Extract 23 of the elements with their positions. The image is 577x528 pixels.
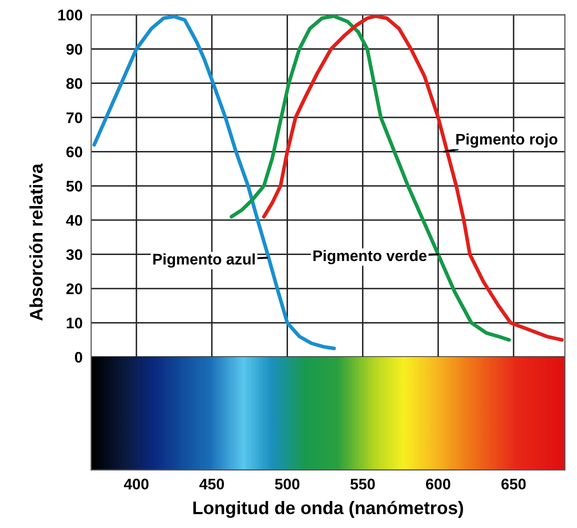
y-tick-label: 30 xyxy=(66,249,82,260)
y-tick-label: 0 xyxy=(74,352,82,363)
annotation: Pigmento verde xyxy=(313,250,427,264)
x-tick-label: 600 xyxy=(426,478,450,490)
x-tick-label: 650 xyxy=(501,478,526,490)
y-tick-label: 40 xyxy=(66,214,82,226)
y-tick-label: 20 xyxy=(66,283,82,294)
y-tick-label: 10 xyxy=(66,318,82,328)
x-tick-label: 550 xyxy=(350,478,375,490)
x-tick-label: 450 xyxy=(199,478,224,490)
y-tick-label: 90 xyxy=(66,44,82,55)
y-tick-label: 60 xyxy=(66,146,82,158)
y-tick-label: 50 xyxy=(66,180,82,192)
annotation: Pigmento azul xyxy=(153,253,255,268)
annotation: Pigmento rojo xyxy=(456,133,558,148)
y-tick-label: 80 xyxy=(66,78,82,89)
y-axis-title: Absorción relativa xyxy=(29,163,43,321)
y-tick-label: 100 xyxy=(58,10,82,20)
x-tick-label: 400 xyxy=(124,478,149,490)
line-series xyxy=(262,14,564,342)
x-axis-title: Longitud de onda (nanómetros) xyxy=(193,500,464,518)
y-tick-label: 70 xyxy=(66,112,82,124)
x-tick-label: 500 xyxy=(275,478,300,490)
